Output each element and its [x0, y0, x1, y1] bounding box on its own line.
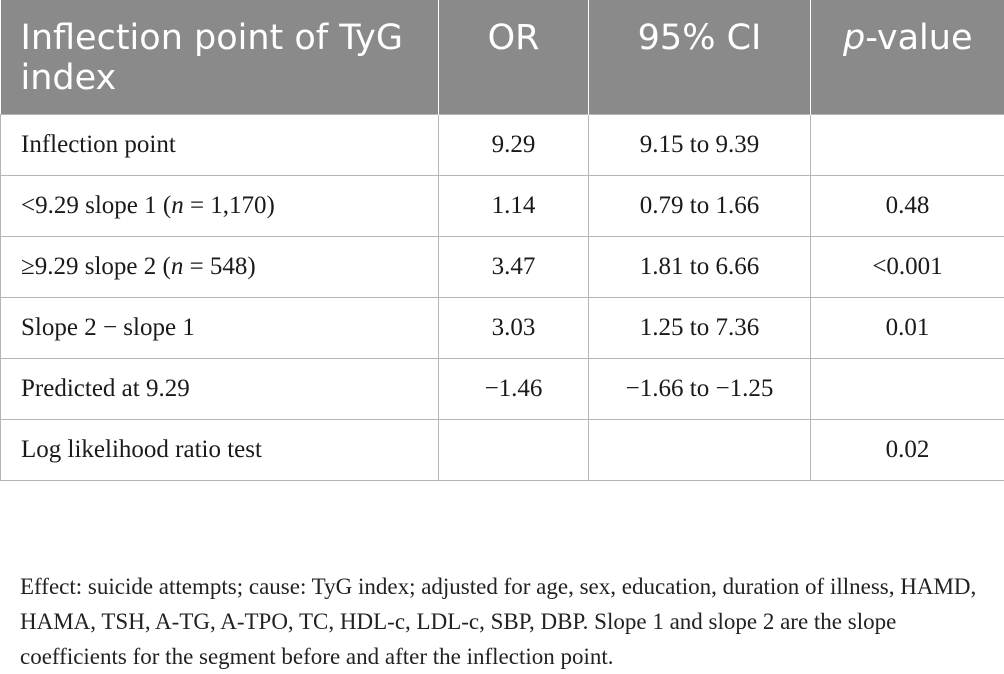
row-label-prefix: <9.29 slope 1 ( — [21, 192, 171, 219]
row-ci: 9.15 to 9.39 — [589, 114, 811, 175]
row-label-suffix: = 1,170) — [184, 192, 275, 219]
row-or: 3.47 — [439, 236, 589, 297]
header-ci: 95% CI — [589, 0, 811, 114]
header-or: OR — [439, 0, 589, 114]
row-or — [439, 419, 589, 480]
row-label: Log likelihood ratio test — [1, 419, 439, 480]
table-row: ≥9.29 slope 2 (n = 548) 3.47 1.81 to 6.6… — [1, 236, 1004, 297]
row-label-n: n — [171, 192, 184, 219]
header-p-value: p-value — [811, 0, 1004, 114]
header-p-italic: p — [843, 18, 865, 58]
row-p — [811, 358, 1004, 419]
row-ci: −1.66 to −1.25 — [589, 358, 811, 419]
header-row: Inflection point of TyG index OR 95% CI … — [1, 0, 1004, 114]
row-label: ≥9.29 slope 2 (n = 548) — [1, 236, 439, 297]
row-ci: 1.25 to 7.36 — [589, 297, 811, 358]
row-ci — [589, 419, 811, 480]
table-body: Inflection point 9.29 9.15 to 9.39 <9.29… — [1, 114, 1004, 480]
row-label-n: n — [171, 253, 184, 280]
row-label: Inflection point — [1, 114, 439, 175]
row-label: Slope 2 − slope 1 — [1, 297, 439, 358]
row-p: 0.48 — [811, 175, 1004, 236]
row-ci: 0.79 to 1.66 — [589, 175, 811, 236]
table-row: Slope 2 − slope 1 3.03 1.25 to 7.36 0.01 — [1, 297, 1004, 358]
header-inflection-point: Inflection point of TyG index — [1, 0, 439, 114]
row-or: 3.03 — [439, 297, 589, 358]
table-footnote: Effect: suicide attempts; cause: TyG ind… — [20, 569, 990, 674]
row-or: 9.29 — [439, 114, 589, 175]
table-header: Inflection point of TyG index OR 95% CI … — [1, 0, 1004, 114]
table-row: Predicted at 9.29 −1.46 −1.66 to −1.25 — [1, 358, 1004, 419]
row-label: <9.29 slope 1 (n = 1,170) — [1, 175, 439, 236]
row-or: −1.46 — [439, 358, 589, 419]
row-or: 1.14 — [439, 175, 589, 236]
row-label-suffix: = 548) — [183, 253, 255, 280]
row-p: <0.001 — [811, 236, 1004, 297]
row-p — [811, 114, 1004, 175]
row-ci: 1.81 to 6.66 — [589, 236, 811, 297]
table-row: Log likelihood ratio test 0.02 — [1, 419, 1004, 480]
table-row: Inflection point 9.29 9.15 to 9.39 — [1, 114, 1004, 175]
table-row: <9.29 slope 1 (n = 1,170) 1.14 0.79 to 1… — [1, 175, 1004, 236]
row-p: 0.02 — [811, 419, 1004, 480]
header-p-suffix: -value — [865, 18, 972, 58]
row-label: Predicted at 9.29 — [1, 358, 439, 419]
results-table-container: Inflection point of TyG index OR 95% CI … — [0, 0, 1004, 481]
row-label-prefix: ≥9.29 slope 2 ( — [21, 253, 171, 280]
row-p: 0.01 — [811, 297, 1004, 358]
inflection-point-table: Inflection point of TyG index OR 95% CI … — [0, 0, 1004, 481]
